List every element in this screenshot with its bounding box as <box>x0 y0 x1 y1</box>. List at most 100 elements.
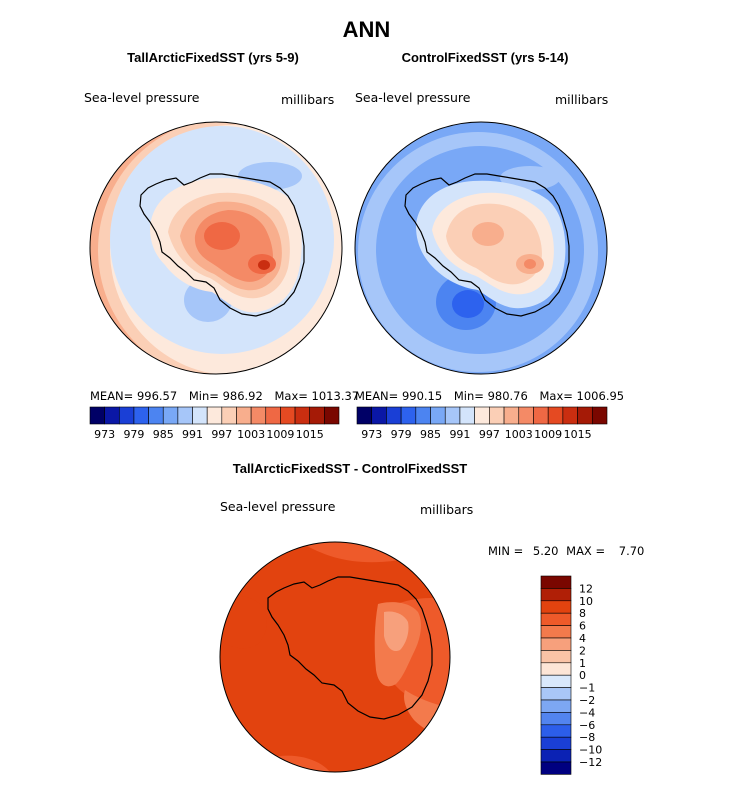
right-map-border <box>354 121 608 375</box>
diff-colorbar-box <box>540 761 572 775</box>
right-variable-label: Sea-level pressure <box>355 90 471 105</box>
diff-colorbar-tick-label: 2 <box>579 644 586 657</box>
diff-colorbar-tick-label: 0 <box>579 669 586 682</box>
left-colorbar-tick-label: 1015 <box>296 428 324 441</box>
diff-field-west <box>220 595 267 649</box>
figure-title: ANN <box>342 17 391 42</box>
left-colorbar-box <box>324 406 340 425</box>
right-min-label: Min= <box>453 389 484 403</box>
left-colorbar-tick-label: 1003 <box>237 428 265 441</box>
diff-colorbar-box <box>540 600 572 614</box>
right-colorbar-box <box>415 406 431 425</box>
diff-colorbar-box <box>540 724 572 738</box>
right-field-max-west <box>472 222 504 246</box>
right-colorbar-box <box>503 406 520 425</box>
left-colorbar-box <box>309 406 325 425</box>
diff-colorbar-box <box>540 699 572 713</box>
right-colorbar-box <box>356 406 373 425</box>
diff-map-border <box>219 541 451 773</box>
right-panel-title: ControlFixedSST (yrs 5-14) <box>401 50 569 65</box>
left-colorbar-box <box>250 406 267 425</box>
left-map <box>90 122 342 374</box>
left-colorbar-tick-label: 1009 <box>266 428 294 441</box>
right-colorbar-box <box>518 406 534 425</box>
diff-colorbar-box <box>540 749 572 763</box>
right-colorbar-box <box>474 406 490 425</box>
diff-colorbar-tick-label: 10 <box>579 595 593 608</box>
left-antarctica-coastline <box>139 173 305 317</box>
left-colorbar-tick-label: 985 <box>153 428 174 441</box>
left-mean-label: MEAN= <box>90 389 134 403</box>
diff-min-value: 5.20 <box>532 544 559 558</box>
right-colorbar-box <box>577 406 593 425</box>
diff-panel-title: TallArcticFixedSST - ControlFixedSST <box>232 461 468 476</box>
right-field-max-core <box>524 259 536 269</box>
left-colorbar: 973 979 985 991 997 1003 1009 1015 <box>89 406 340 441</box>
right-colorbar-tick-label: 985 <box>420 428 441 441</box>
right-colorbar-box <box>444 406 461 425</box>
left-field-max-west <box>204 222 240 250</box>
left-colorbar-tick-label: 991 <box>182 428 203 441</box>
right-colorbar-box <box>533 406 549 425</box>
left-colorbar-box <box>206 406 223 425</box>
right-colorbar-box <box>547 406 564 425</box>
left-stats: MEAN= 996.57 Min= 986.92 Max= 1013.37 <box>90 389 359 403</box>
left-min-value: 986.92 <box>222 389 263 403</box>
right-max-label: Max= <box>539 389 573 403</box>
left-colorbar-box <box>133 406 149 425</box>
diff-colorbar-tick-label: −8 <box>579 731 595 744</box>
left-colorbar-tick-label: 979 <box>123 428 144 441</box>
right-colorbar-box <box>459 406 475 425</box>
diff-colorbar-box <box>540 575 572 589</box>
right-field-high-east <box>500 166 560 190</box>
right-colorbar-box <box>371 406 387 425</box>
diff-colorbar-tick-label: 1 <box>579 657 586 670</box>
left-colorbar-tick-label: 997 <box>211 428 232 441</box>
diff-colorbar-tick-label: 6 <box>579 620 586 633</box>
left-colorbar-box <box>148 406 164 425</box>
right-stats: MEAN= 990.15 Min= 980.76 Max= 1006.95 <box>355 389 624 403</box>
diff-variable-label: Sea-level pressure <box>220 499 336 514</box>
left-variable-label: Sea-level pressure <box>84 90 200 105</box>
right-map <box>355 122 607 374</box>
diff-colorbar-box <box>540 650 572 664</box>
left-colorbar-box <box>104 406 120 425</box>
left-colorbar-box <box>89 406 105 425</box>
diff-colorbar-tick-label: −4 <box>579 706 595 719</box>
right-field-low-core <box>452 290 484 318</box>
left-colorbar-box <box>221 406 237 425</box>
left-max-label: Max= <box>274 389 308 403</box>
diff-colorbar-tick-label: 4 <box>579 632 586 645</box>
left-colorbar-box <box>118 406 135 425</box>
diff-colorbar-box <box>540 687 572 701</box>
diff-colorbar-box <box>540 625 572 639</box>
diff-max-value: 7.70 <box>618 544 645 558</box>
diff-colorbar-tick-label: −6 <box>579 719 595 732</box>
diff-colorbar-tick-label: 8 <box>579 607 586 620</box>
diff-stats: MIN = 5.20 MAX = 7.70 <box>488 544 644 558</box>
right-colorbar-tick-label: 1009 <box>534 428 562 441</box>
right-colorbar: 973 979 985 991 997 1003 1009 1015 <box>356 406 608 441</box>
left-panel-title: TallArcticFixedSST (yrs 5-9) <box>127 50 299 65</box>
diff-colorbar-box <box>540 712 572 726</box>
diff-colorbar-box <box>540 612 572 626</box>
diff-colorbar-tick-label: −2 <box>579 694 595 707</box>
right-units-label: millibars <box>555 92 609 107</box>
diff-colorbar-tick-label: 12 <box>579 582 593 595</box>
diff-min-label: MIN = <box>488 544 524 558</box>
left-colorbar-box <box>265 406 281 425</box>
left-max-value: 1013.37 <box>311 389 360 403</box>
left-colorbar-tick-label: 973 <box>94 428 115 441</box>
right-mean-label: MEAN= <box>355 389 399 403</box>
right-max-value: 1006.95 <box>576 389 625 403</box>
right-colorbar-box <box>386 406 402 425</box>
diff-colorbar-tick-label: −12 <box>579 756 602 769</box>
right-colorbar-tick-label: 1015 <box>564 428 592 441</box>
left-colorbar-box <box>280 406 296 425</box>
left-colorbar-box <box>192 406 208 425</box>
right-min-value: 980.76 <box>487 389 528 403</box>
diff-colorbar-box <box>540 674 572 688</box>
diff-colorbar-tick-label: −10 <box>579 744 602 757</box>
right-colorbar-tick-label: 973 <box>361 428 382 441</box>
right-colorbar-tick-label: 1003 <box>505 428 533 441</box>
